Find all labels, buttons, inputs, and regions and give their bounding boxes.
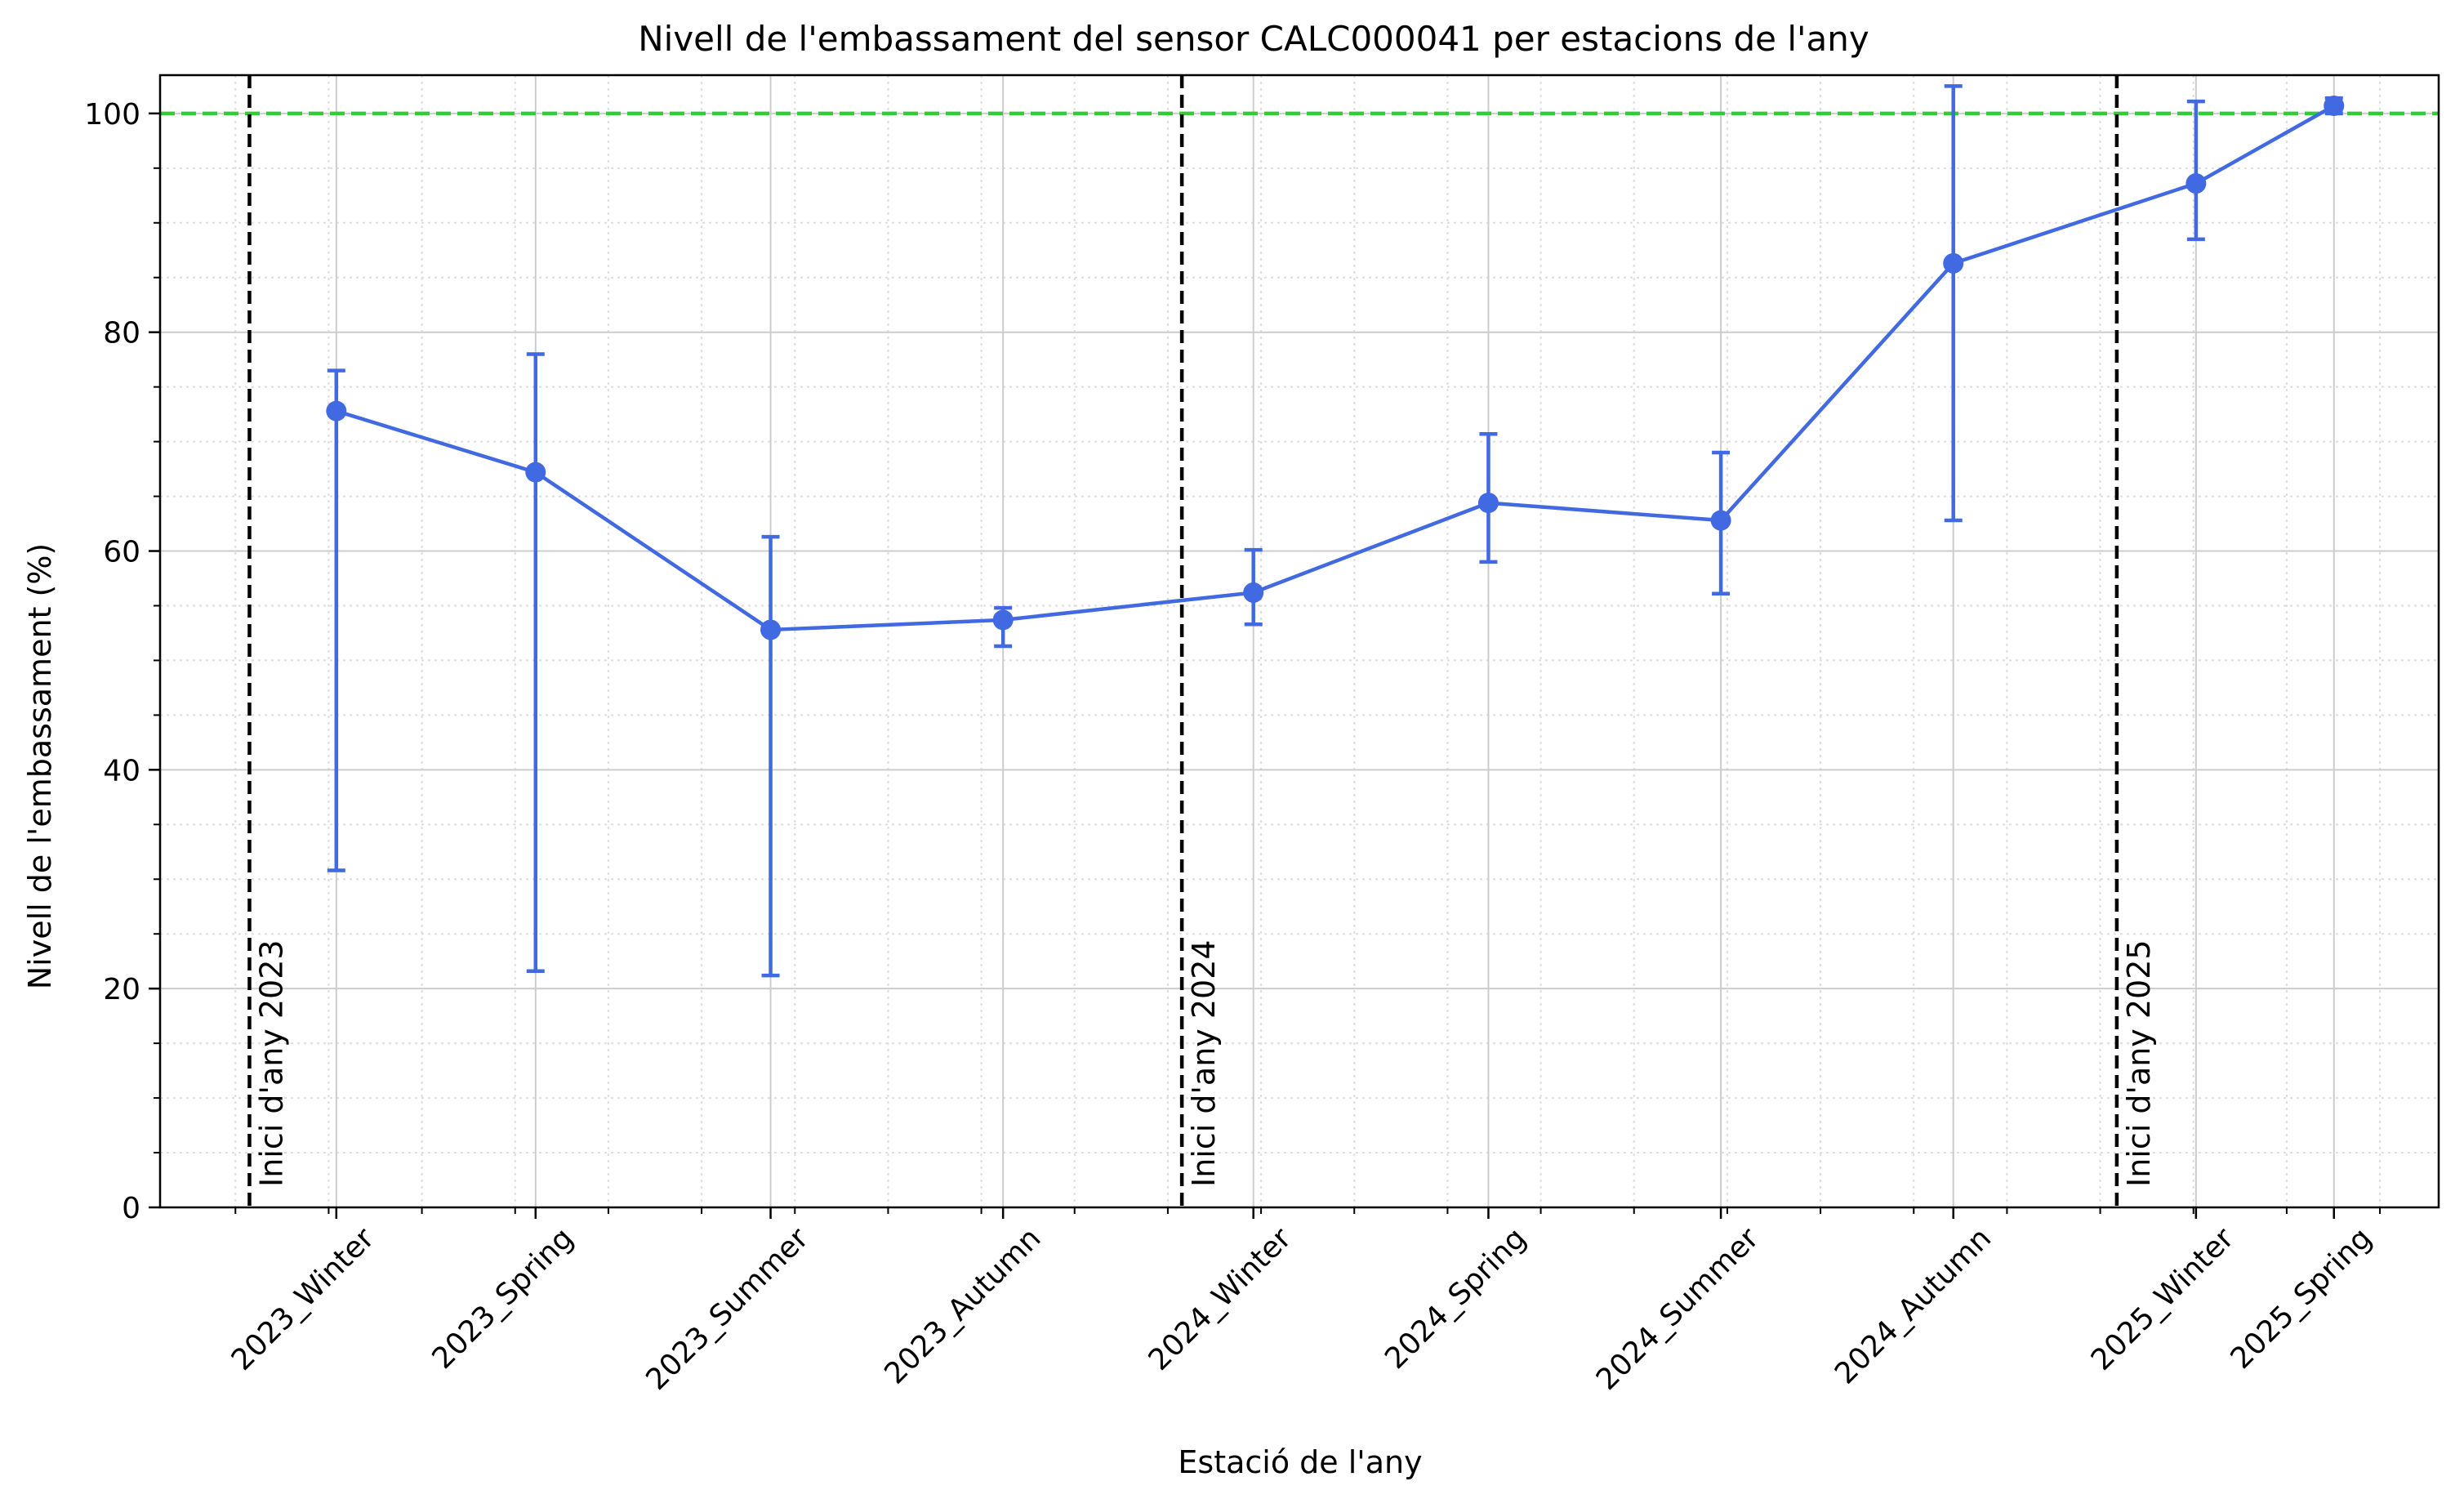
year-marker-label: Inici d'any 2023 xyxy=(253,939,289,1187)
plot-frame xyxy=(158,74,2440,1209)
y-tick-label: 0 xyxy=(122,1192,140,1225)
y-tick-label: 60 xyxy=(103,536,140,569)
data-point xyxy=(1243,582,1264,603)
data-point xyxy=(1477,493,1499,514)
y-tick-label: 20 xyxy=(103,973,140,1006)
y-tick-label: 80 xyxy=(103,317,140,350)
data-point xyxy=(326,400,347,422)
x-axis-label: Estació de l'any xyxy=(1178,1444,1422,1480)
data-point xyxy=(992,609,1014,631)
data-point xyxy=(525,462,546,483)
data-point xyxy=(1943,252,1964,274)
y-tick-label: 40 xyxy=(103,754,140,787)
chart-title: Nivell de l'embassament del sensor CALC0… xyxy=(638,19,1869,59)
y-tick-label: 100 xyxy=(84,98,140,132)
series-line xyxy=(336,104,2335,632)
year-marker-label: Inici d'any 2025 xyxy=(2121,939,2157,1187)
data-point xyxy=(1710,510,1731,531)
data-point xyxy=(760,619,782,640)
year-marker-label: Inici d'any 2024 xyxy=(1186,939,1222,1187)
y-axis-label: Nivell de l'embassament (%) xyxy=(22,543,58,990)
data-point xyxy=(2186,173,2207,194)
data-point xyxy=(2324,95,2345,116)
